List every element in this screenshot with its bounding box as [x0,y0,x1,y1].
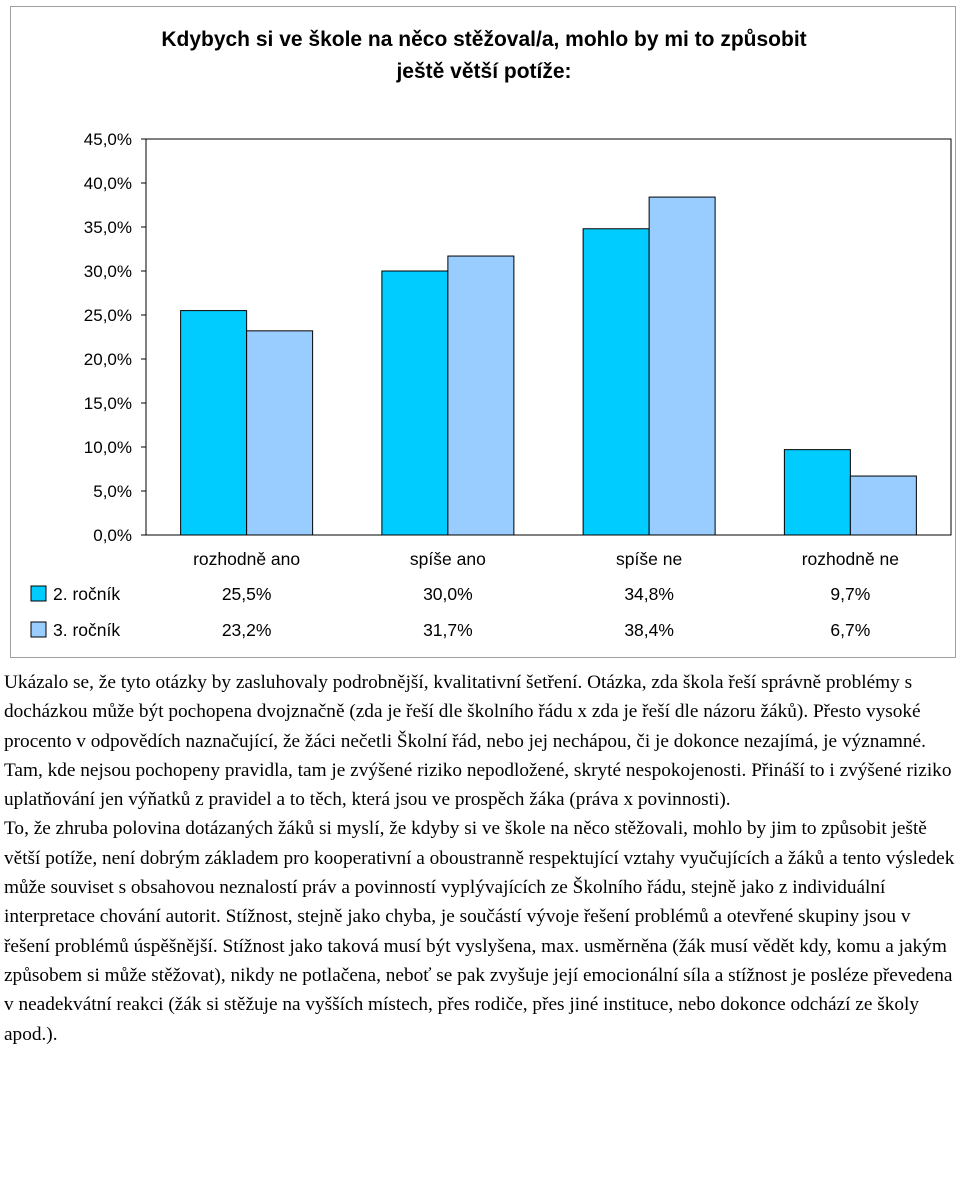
y-tick-label: 30,0% [84,262,132,281]
data-label: 9,7% [830,584,870,604]
y-tick-label: 0,0% [93,526,132,545]
category-label: rozhodně ne [802,549,899,569]
body-text: Ukázalo se, že tyto otázky by zasluhoval… [4,668,956,1049]
bar [447,255,515,536]
legend-label: 2. ročník [53,584,120,604]
data-label: 6,7% [830,620,870,640]
plot-area [145,138,952,536]
legend-key [30,621,47,638]
y-tick-label: 45,0% [84,130,132,149]
chart-title-line-2: ještě větší potíže: [396,60,572,83]
data-label: 31,7% [423,620,473,640]
legend-key [30,585,47,602]
chart-frame: Kdybych si ve škole na něco stěžoval/a, … [10,6,956,658]
data-label: 34,8% [624,584,674,604]
paragraph-2: To, že zhruba polovina dotázaných žáků s… [4,818,955,1045]
y-tick-label: 35,0% [84,218,132,237]
bar [180,310,248,536]
bar [381,270,449,536]
y-tick-label: 5,0% [93,482,132,501]
category-label: spíše ano [410,549,486,569]
category-label: rozhodně ano [193,549,300,569]
y-tick-label: 40,0% [84,174,132,193]
bar-chart: 0,0% 5,0% 10,0% 15,0% 20,0% 25,0% 30,0% 35,0% 40… [30,130,952,640]
paragraph-1: Ukázalo se, že tyto otázky by zasluhoval… [4,672,952,811]
bar [849,475,917,536]
bar [246,330,314,536]
data-label: 30,0% [423,584,473,604]
y-tick-label: 25,0% [84,306,132,325]
y-tick-label: 20,0% [84,350,132,369]
data-label: 25,5% [222,584,272,604]
y-tick-label: 15,0% [84,394,132,413]
bar [648,196,716,536]
data-label: 38,4% [624,620,674,640]
legend-label: 3. ročník [53,620,120,640]
data-label: 23,2% [222,620,272,640]
bar [582,228,650,536]
bar [783,449,851,536]
y-tick-label: 10,0% [84,438,132,457]
category-label: spíše ne [616,549,682,569]
chart-title-line-1: Kdybych si ve škole na něco stěžoval/a, … [161,28,807,51]
